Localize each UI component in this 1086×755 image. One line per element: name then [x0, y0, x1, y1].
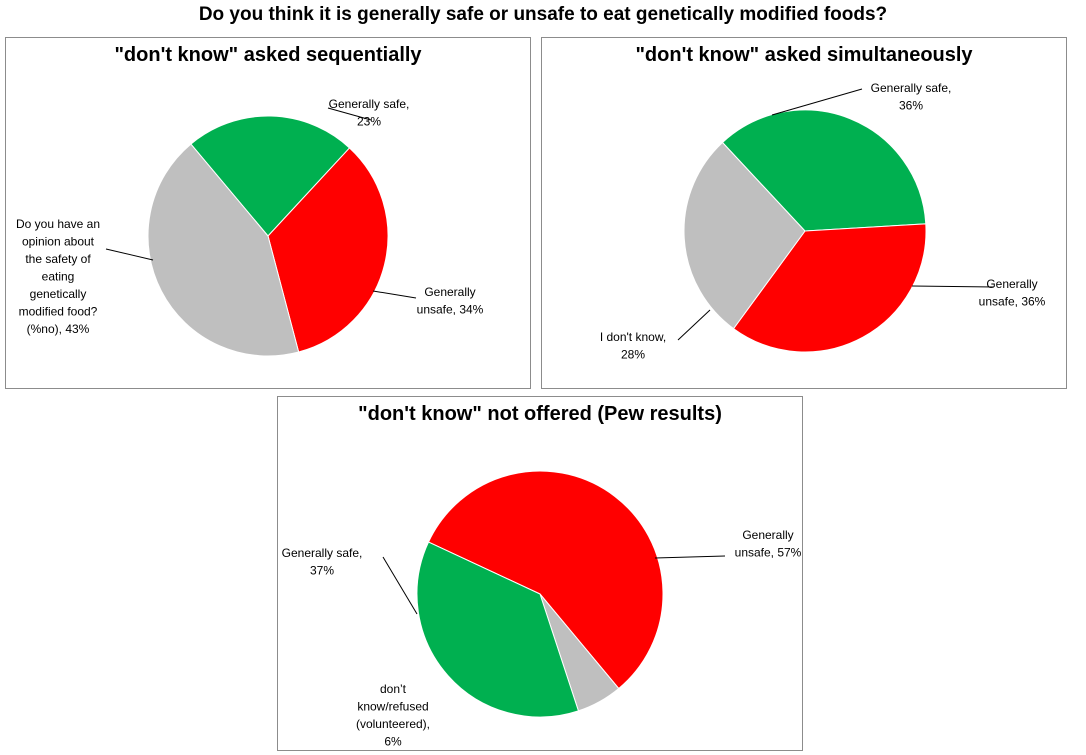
pie-slice [732, 223, 927, 353]
pie-slice [190, 115, 351, 237]
pie-slice [721, 109, 927, 232]
pie-slice [416, 541, 580, 718]
pie-slice [683, 141, 806, 330]
data-label: I don't know, 28% [600, 330, 666, 362]
leader-line [911, 285, 995, 288]
leader-line [654, 555, 726, 559]
leader-line [327, 107, 372, 121]
pie-chart-svg: Generally safe, 23% Generally unsafe, 34% Do… [16, 97, 484, 357]
leader-line [677, 309, 711, 341]
chart-title: "don't know" asked sequentially [114, 44, 422, 66]
pie-slice [267, 147, 389, 353]
pie-chart-simultaneous: "don't know" asked simultaneously Genera… [541, 37, 1067, 389]
pie-slice [147, 143, 300, 357]
pie-chart-not-offered: "don't know" not offered (Pew results) G… [277, 396, 803, 751]
leader-line [382, 556, 418, 615]
data-label: Generally unsafe, 36% [979, 277, 1046, 309]
pie-chart-svg: Generally safe, 36% Generally unsafe, 36% I … [600, 81, 1046, 362]
data-label: Do you have an opinion about the safety of… [16, 217, 100, 336]
chart-title: "don't know" asked simultaneously [635, 44, 973, 66]
chart-title: "don't know" not offered (Pew results) [358, 403, 722, 425]
leader-line [105, 248, 154, 261]
pie-chart-svg: Generally unsafe, 57% don’t know/refused (vo… [282, 470, 802, 749]
pie-slice [427, 470, 664, 690]
data-label: Generally safe, 37% [282, 546, 363, 578]
leader-line [771, 88, 863, 116]
data-label: Generally unsafe, 57% [735, 528, 802, 560]
data-label: Generally safe, 23% [329, 97, 410, 129]
data-label: don’t know/refused (volunteered), 6% [356, 682, 430, 749]
figure-title: Do you think it is generally safe or uns… [198, 4, 888, 25]
leader-line [372, 290, 417, 299]
pie-chart-sequential: "don't know" asked sequentially Generall… [5, 37, 531, 389]
data-label: Generally safe, 36% [871, 81, 952, 113]
data-label: Generally unsafe, 34% [417, 285, 484, 317]
